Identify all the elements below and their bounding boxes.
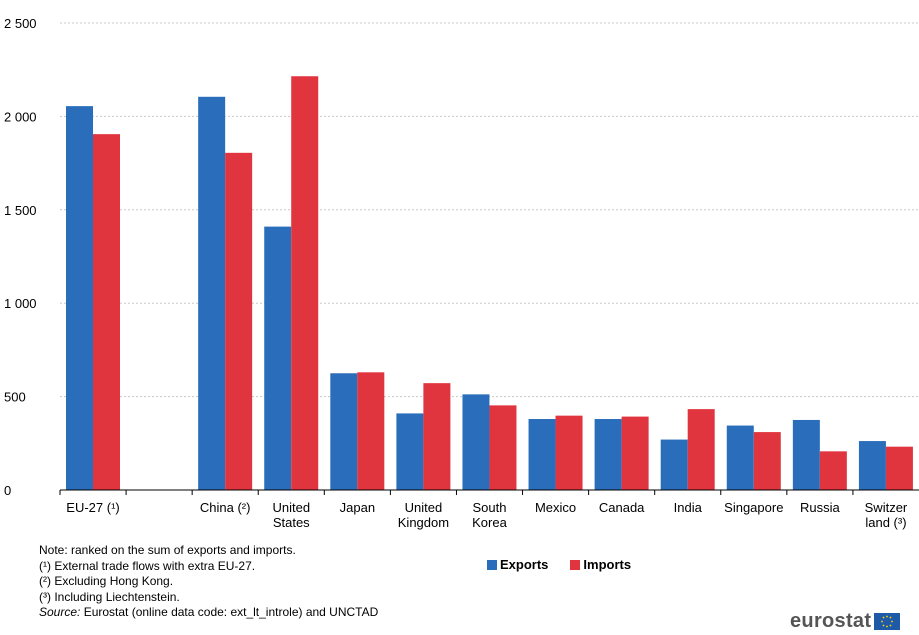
note-china: (²) Excluding Hong Kong. <box>39 574 174 588</box>
bar-exports <box>264 226 292 490</box>
eu-flag-icon <box>874 613 901 630</box>
y-tick-label: 2 500 <box>4 16 37 31</box>
category-label: Korea <box>472 515 507 530</box>
category-label: Japan <box>340 500 375 515</box>
category-label: Kingdom <box>398 515 449 530</box>
legend-label-imports: Imports <box>583 557 632 572</box>
bar-exports <box>462 394 490 490</box>
legend-swatch-exports <box>487 559 497 570</box>
bar-imports <box>225 152 253 491</box>
bar-exports <box>528 419 556 490</box>
category-label: United <box>272 500 310 515</box>
bar-exports <box>594 419 622 490</box>
category-label: India <box>674 500 703 515</box>
legend-item-exports: Exports <box>487 557 548 572</box>
bar-exports <box>660 439 688 490</box>
legend-label-exports: Exports <box>500 557 549 572</box>
category-label: Switzer <box>865 500 908 515</box>
bar-exports <box>792 419 820 490</box>
category-label: China (²) <box>200 500 251 515</box>
bar-exports <box>198 96 226 490</box>
bar-exports <box>396 413 424 490</box>
note-eu27: (¹) External trade flows with extra EU-2… <box>39 558 256 573</box>
category-label: Russia <box>800 500 841 515</box>
bar-exports <box>330 373 358 490</box>
category-label: United <box>405 500 443 515</box>
category-label: EU-27 (¹) <box>66 500 119 515</box>
bar-imports <box>357 372 385 490</box>
category-label: South <box>473 500 507 515</box>
bars <box>66 76 913 491</box>
source-label: Source: <box>39 605 81 619</box>
category-label: Singapore <box>724 500 783 515</box>
bar-exports <box>66 106 93 490</box>
note-ranking: Note: ranked on the sum of exports and i… <box>39 543 296 557</box>
note-switzerland: (³) Including Liechtenstein. <box>39 589 180 604</box>
category-label: Mexico <box>535 500 576 515</box>
bar-imports <box>489 405 517 490</box>
bar-chart: 0 500 1 000 1 500 2 000 2 500 EU-27 (¹) China … <box>4 16 919 530</box>
bar-imports <box>93 134 120 490</box>
bar-imports <box>555 415 583 490</box>
y-tick-label: 1 500 <box>4 203 37 218</box>
bar-exports <box>858 441 886 490</box>
y-tick-label: 0 <box>4 483 11 498</box>
category-label: land (³) <box>865 515 906 530</box>
logo-text: eurostat <box>790 610 872 632</box>
bar-imports <box>687 409 715 490</box>
bar-imports <box>885 446 913 490</box>
category-label: Canada <box>599 500 645 515</box>
bar-imports <box>423 383 451 490</box>
legend-swatch-imports <box>570 559 581 570</box>
x-axis <box>59 489 919 495</box>
eurostat-logo: eurostat <box>790 610 901 633</box>
bar-imports <box>621 416 649 490</box>
bar-imports <box>291 76 319 490</box>
legend-item-imports: Imports <box>570 557 631 572</box>
footnotes: Note: ranked on the sum of exports and i… <box>39 543 378 621</box>
y-tick-label: 1 000 <box>4 296 37 311</box>
bar-imports <box>819 451 847 490</box>
category-label: States <box>273 515 310 530</box>
y-tick-label: 500 <box>4 390 26 405</box>
bar-exports <box>726 425 754 490</box>
bar-imports <box>753 432 781 490</box>
legend: Exports Imports <box>487 557 631 572</box>
source-text: Eurostat (online data code: ext_lt_intro… <box>80 605 379 619</box>
gridlines <box>60 22 919 398</box>
y-tick-label: 2 000 <box>4 109 37 124</box>
y-axis-ticks: 0 500 1 000 1 500 2 000 2 500 <box>4 16 37 498</box>
source-line: Source: Eurostat (online data code: ext_… <box>39 605 378 621</box>
